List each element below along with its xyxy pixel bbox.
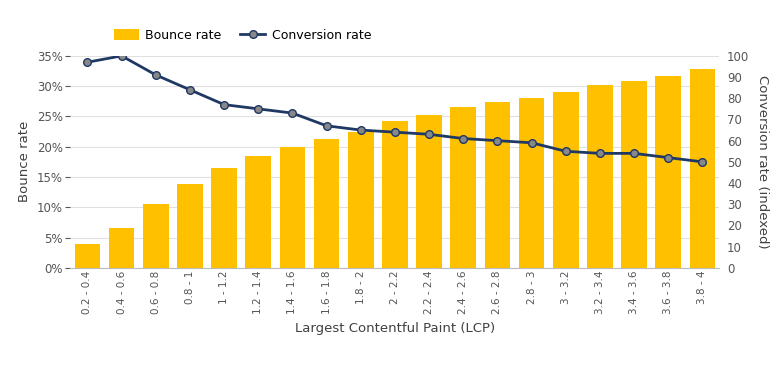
Bar [416, 115, 442, 268]
Bar [690, 69, 716, 268]
Bar [280, 147, 305, 268]
Conversion rate [83, 60, 92, 64]
Conversion rate [390, 130, 400, 134]
Conversion rate [253, 107, 263, 111]
Bar [621, 81, 647, 268]
Conversion rate [117, 54, 127, 58]
Conversion rate [425, 132, 434, 137]
Conversion rate [151, 73, 160, 77]
Bar [382, 121, 407, 268]
Y-axis label: Bounce rate: Bounce rate [18, 121, 31, 202]
Conversion rate [458, 136, 468, 141]
Conversion rate [561, 149, 570, 154]
Line: Conversion rate: Conversion rate [84, 52, 706, 166]
Bar [143, 204, 169, 268]
Conversion rate [630, 151, 639, 155]
Bar [518, 98, 544, 268]
Conversion rate [663, 155, 673, 160]
Conversion rate [527, 141, 536, 145]
Conversion rate [493, 138, 502, 143]
Bar [74, 244, 100, 268]
Bar [109, 228, 135, 268]
Bar [246, 156, 271, 268]
Conversion rate [356, 128, 365, 132]
Bar [587, 85, 612, 268]
Conversion rate [288, 111, 297, 115]
Conversion rate [185, 87, 195, 92]
Conversion rate [595, 151, 604, 155]
Bar [553, 92, 579, 268]
Bar [450, 108, 476, 268]
Conversion rate [698, 160, 707, 164]
Bar [348, 132, 374, 268]
Bar [211, 168, 237, 268]
Conversion rate [322, 124, 332, 128]
X-axis label: Largest Contentful Paint (LCP): Largest Contentful Paint (LCP) [295, 323, 495, 336]
Y-axis label: Conversion rate (indexed): Conversion rate (indexed) [755, 75, 769, 248]
Bar [178, 184, 203, 268]
Legend: Bounce rate, Conversion rate: Bounce rate, Conversion rate [109, 24, 376, 47]
Conversion rate [220, 102, 229, 107]
Bar [485, 103, 510, 268]
Bar [655, 76, 681, 268]
Bar [314, 139, 339, 268]
